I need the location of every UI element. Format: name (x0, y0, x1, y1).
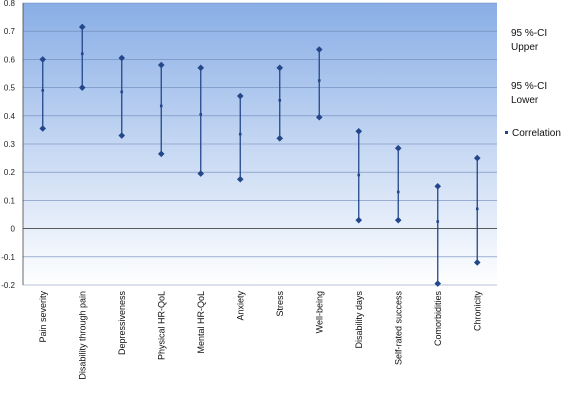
x-category-label: Mental HR-QoL (196, 291, 206, 354)
ci-lower-marker (315, 113, 323, 121)
correlation-point (120, 90, 124, 94)
error-bars (39, 23, 481, 287)
x-category-label: Disability days (354, 291, 364, 349)
correlation-point (475, 207, 479, 211)
correlation-point (199, 113, 203, 116)
x-category-label: Physical HR-QoL (156, 291, 166, 360)
x-category-label: Chronicity (472, 291, 482, 332)
correlation-point (396, 190, 400, 194)
ci-upper-marker (355, 128, 363, 135)
ci-lower-marker (78, 84, 86, 91)
ci-lower-marker (473, 259, 481, 266)
correlation-point (238, 132, 242, 136)
legend-label: 95 %-CI (511, 81, 547, 92)
ci-upper-marker (434, 183, 442, 190)
x-category-label: Comorbidities (433, 291, 443, 347)
y-tick-label: -0.1 (1, 253, 15, 262)
ci-upper-marker (236, 92, 244, 100)
y-tick-label: 0 (11, 225, 16, 234)
ci-upper-marker (473, 154, 481, 162)
ci-upper-marker (157, 61, 165, 69)
correlation-point (357, 173, 361, 177)
ci-upper-marker (118, 54, 126, 62)
y-tick-label: 0.6 (4, 55, 16, 64)
correlation-point (436, 220, 440, 223)
legend-correlation-marker (505, 131, 508, 134)
x-category-label: Anxiety (235, 291, 245, 321)
correlation-point (80, 52, 84, 56)
ci-lower-marker (276, 135, 284, 142)
x-axis-category-labels: Pain severity Disability through pain Depr… (38, 291, 483, 380)
ci-lower-marker (118, 132, 126, 139)
x-category-label: Depressiveness (117, 291, 127, 356)
legend-label: Lower (511, 95, 539, 106)
x-category-label: Stress (275, 291, 285, 317)
y-tick-label: 0.1 (4, 196, 16, 205)
ci-lower-marker (197, 170, 205, 177)
y-tick-label: 0.2 (4, 168, 16, 177)
ci-upper-marker (197, 64, 205, 72)
correlation-point (41, 89, 45, 92)
ci-lower-marker (394, 216, 402, 224)
y-tick-label: 0.5 (4, 84, 16, 93)
ci-upper-marker (315, 46, 323, 53)
legend-label: Correlation (512, 128, 561, 139)
legend-label: Upper (511, 42, 539, 53)
correlation-point (278, 98, 282, 102)
legend-label: 95 %-CI (511, 28, 547, 39)
y-tick-label: 0.4 (4, 112, 16, 121)
ci-lower-marker (157, 150, 165, 158)
ci-upper-marker (78, 23, 86, 31)
ci-lower-marker (434, 280, 442, 287)
x-category-label: Pain severity (38, 291, 48, 343)
ci-upper-marker (39, 56, 47, 63)
ci-upper-marker (276, 64, 284, 72)
y-tick-label: 0.8 (4, 0, 16, 8)
correlation-point (159, 104, 163, 108)
y-tick-label: 0.7 (4, 27, 16, 36)
x-category-label: Well-being (314, 291, 324, 333)
correlation-point (317, 79, 321, 82)
ci-lower-marker (236, 175, 244, 183)
ci-lower-marker (39, 125, 47, 132)
x-category-label: Self-rated success (393, 291, 403, 366)
y-axis-tick-labels: -0.2 -0.1 0 0.1 0.2 0.3 0.4 0.5 0.6 0.7 0.8 (1, 0, 15, 290)
ci-upper-marker (394, 144, 402, 152)
y-tick-label: -0.2 (1, 281, 15, 290)
gridlines (22, 2, 497, 286)
legend: 95 %-CI Upper 95 %-CI Lower Correlation (505, 28, 561, 139)
y-tick-label: 0.3 (4, 140, 16, 149)
x-category-label: Disability through pain (77, 291, 87, 380)
ci-lower-marker (355, 216, 363, 224)
